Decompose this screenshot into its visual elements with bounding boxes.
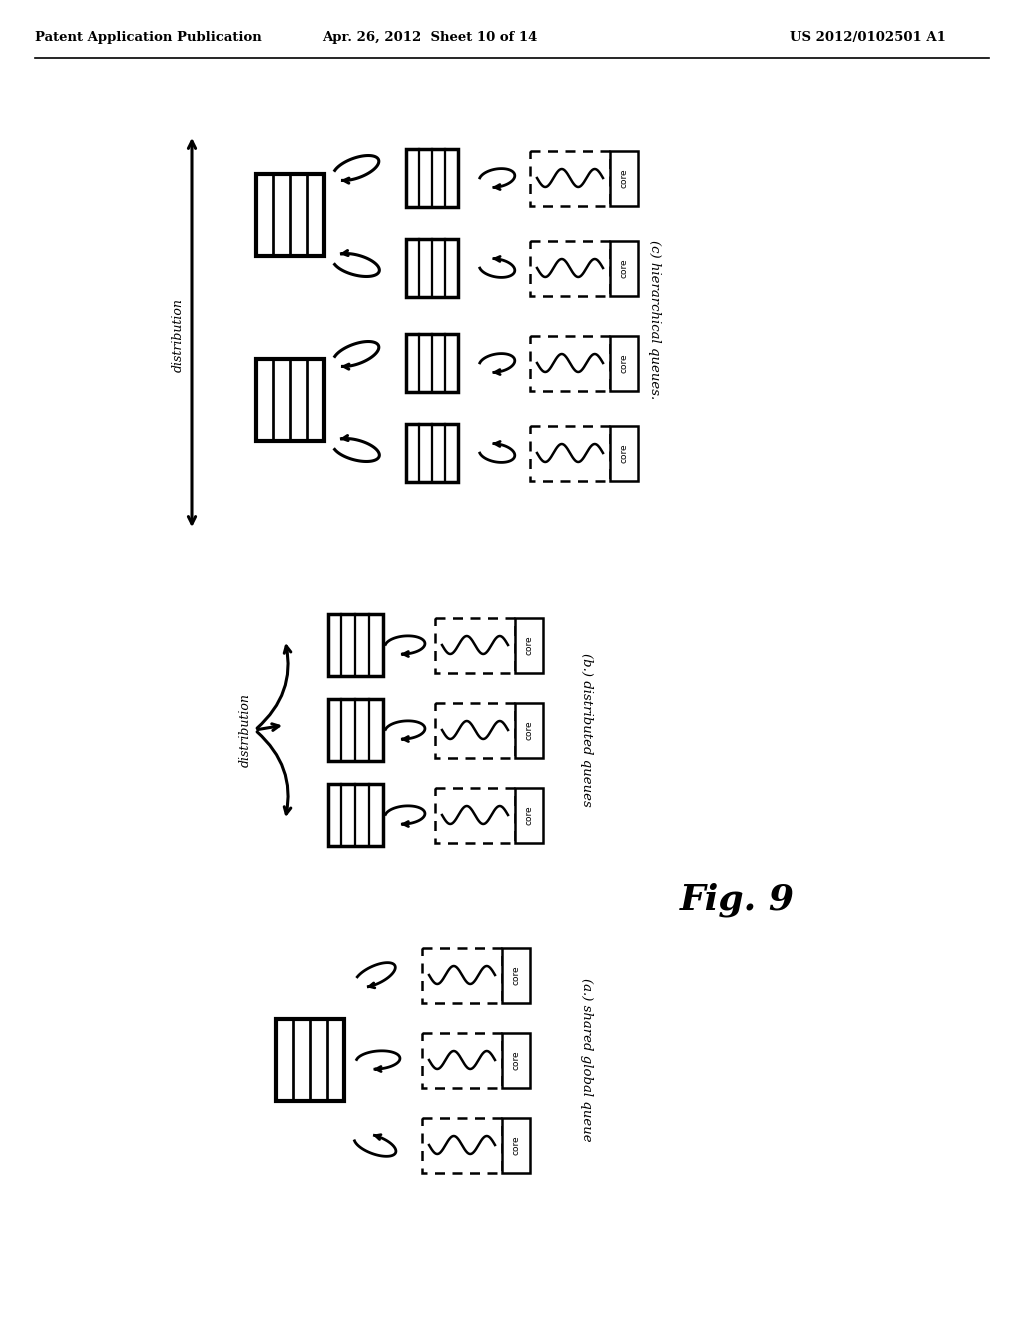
Bar xyxy=(406,239,458,297)
Text: core: core xyxy=(512,1051,520,1069)
Bar xyxy=(406,334,458,392)
Text: Fig. 9: Fig. 9 xyxy=(680,883,795,917)
Bar xyxy=(530,150,610,206)
Text: core: core xyxy=(620,259,629,277)
Text: (b.) distributed queues: (b.) distributed queues xyxy=(580,653,593,807)
Bar xyxy=(610,240,638,296)
Text: core: core xyxy=(512,965,520,985)
Bar xyxy=(530,425,610,480)
Bar xyxy=(422,1032,502,1088)
Bar xyxy=(406,149,458,207)
Text: Apr. 26, 2012  Sheet 10 of 14: Apr. 26, 2012 Sheet 10 of 14 xyxy=(323,32,538,45)
Text: (a.) shared global queue: (a.) shared global queue xyxy=(580,978,593,1142)
Bar xyxy=(276,1019,344,1101)
Text: core: core xyxy=(620,168,629,187)
Text: core: core xyxy=(620,444,629,463)
Bar xyxy=(435,618,515,672)
Bar xyxy=(422,948,502,1002)
Bar xyxy=(530,240,610,296)
Bar xyxy=(515,618,543,672)
Bar xyxy=(328,784,383,846)
Text: core: core xyxy=(524,805,534,825)
Text: core: core xyxy=(620,354,629,372)
Bar xyxy=(406,424,458,482)
Bar xyxy=(422,1118,502,1172)
Bar xyxy=(502,1118,530,1172)
Text: US 2012/0102501 A1: US 2012/0102501 A1 xyxy=(790,32,946,45)
Bar xyxy=(328,700,383,762)
Text: core: core xyxy=(524,721,534,739)
Bar xyxy=(435,788,515,842)
Bar xyxy=(515,702,543,758)
Bar xyxy=(256,174,324,256)
Text: core: core xyxy=(524,635,534,655)
Bar xyxy=(502,1032,530,1088)
Bar xyxy=(256,359,324,441)
Text: distribution: distribution xyxy=(171,298,184,372)
Text: distribution: distribution xyxy=(239,693,252,767)
Bar xyxy=(610,425,638,480)
Bar xyxy=(515,788,543,842)
Bar xyxy=(530,335,610,391)
Bar xyxy=(328,614,383,676)
Bar xyxy=(610,335,638,391)
Bar xyxy=(502,948,530,1002)
Text: core: core xyxy=(512,1135,520,1155)
Bar xyxy=(610,150,638,206)
Text: (c) hierarchical queues.: (c) hierarchical queues. xyxy=(648,240,662,400)
Text: Patent Application Publication: Patent Application Publication xyxy=(35,32,262,45)
Bar xyxy=(435,702,515,758)
